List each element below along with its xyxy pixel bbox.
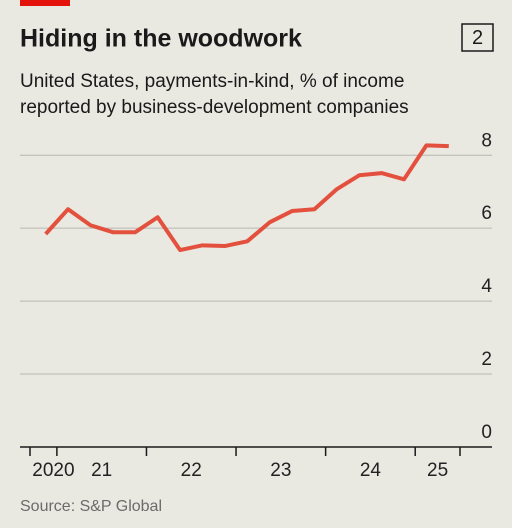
data-line (44, 143, 449, 253)
badge-box (461, 23, 494, 52)
x-tick-label: 24 (360, 460, 382, 481)
y-tick-label: 0 (481, 422, 492, 443)
accent-bar (20, 0, 70, 6)
x-tick-label: 23 (270, 460, 291, 481)
x-tick-label: 2020 (32, 460, 74, 481)
y-tick-label: 6 (481, 203, 492, 224)
subtitle: reported by business-development compani… (20, 97, 409, 118)
x-tick-label: 21 (91, 460, 112, 481)
x-tick-label: 25 (427, 460, 448, 481)
badge: 2 (472, 27, 483, 49)
x-tick-label: 22 (181, 460, 202, 481)
y-tick-label: 2 (481, 349, 492, 370)
y-tick-label: 8 (481, 130, 492, 151)
source: Source: S&P Global (20, 498, 162, 515)
chart-title: Hiding in the woodwork (20, 25, 302, 53)
subtitle: United States, payments-in-kind, % of in… (20, 71, 404, 92)
y-tick-label: 4 (481, 276, 492, 297)
